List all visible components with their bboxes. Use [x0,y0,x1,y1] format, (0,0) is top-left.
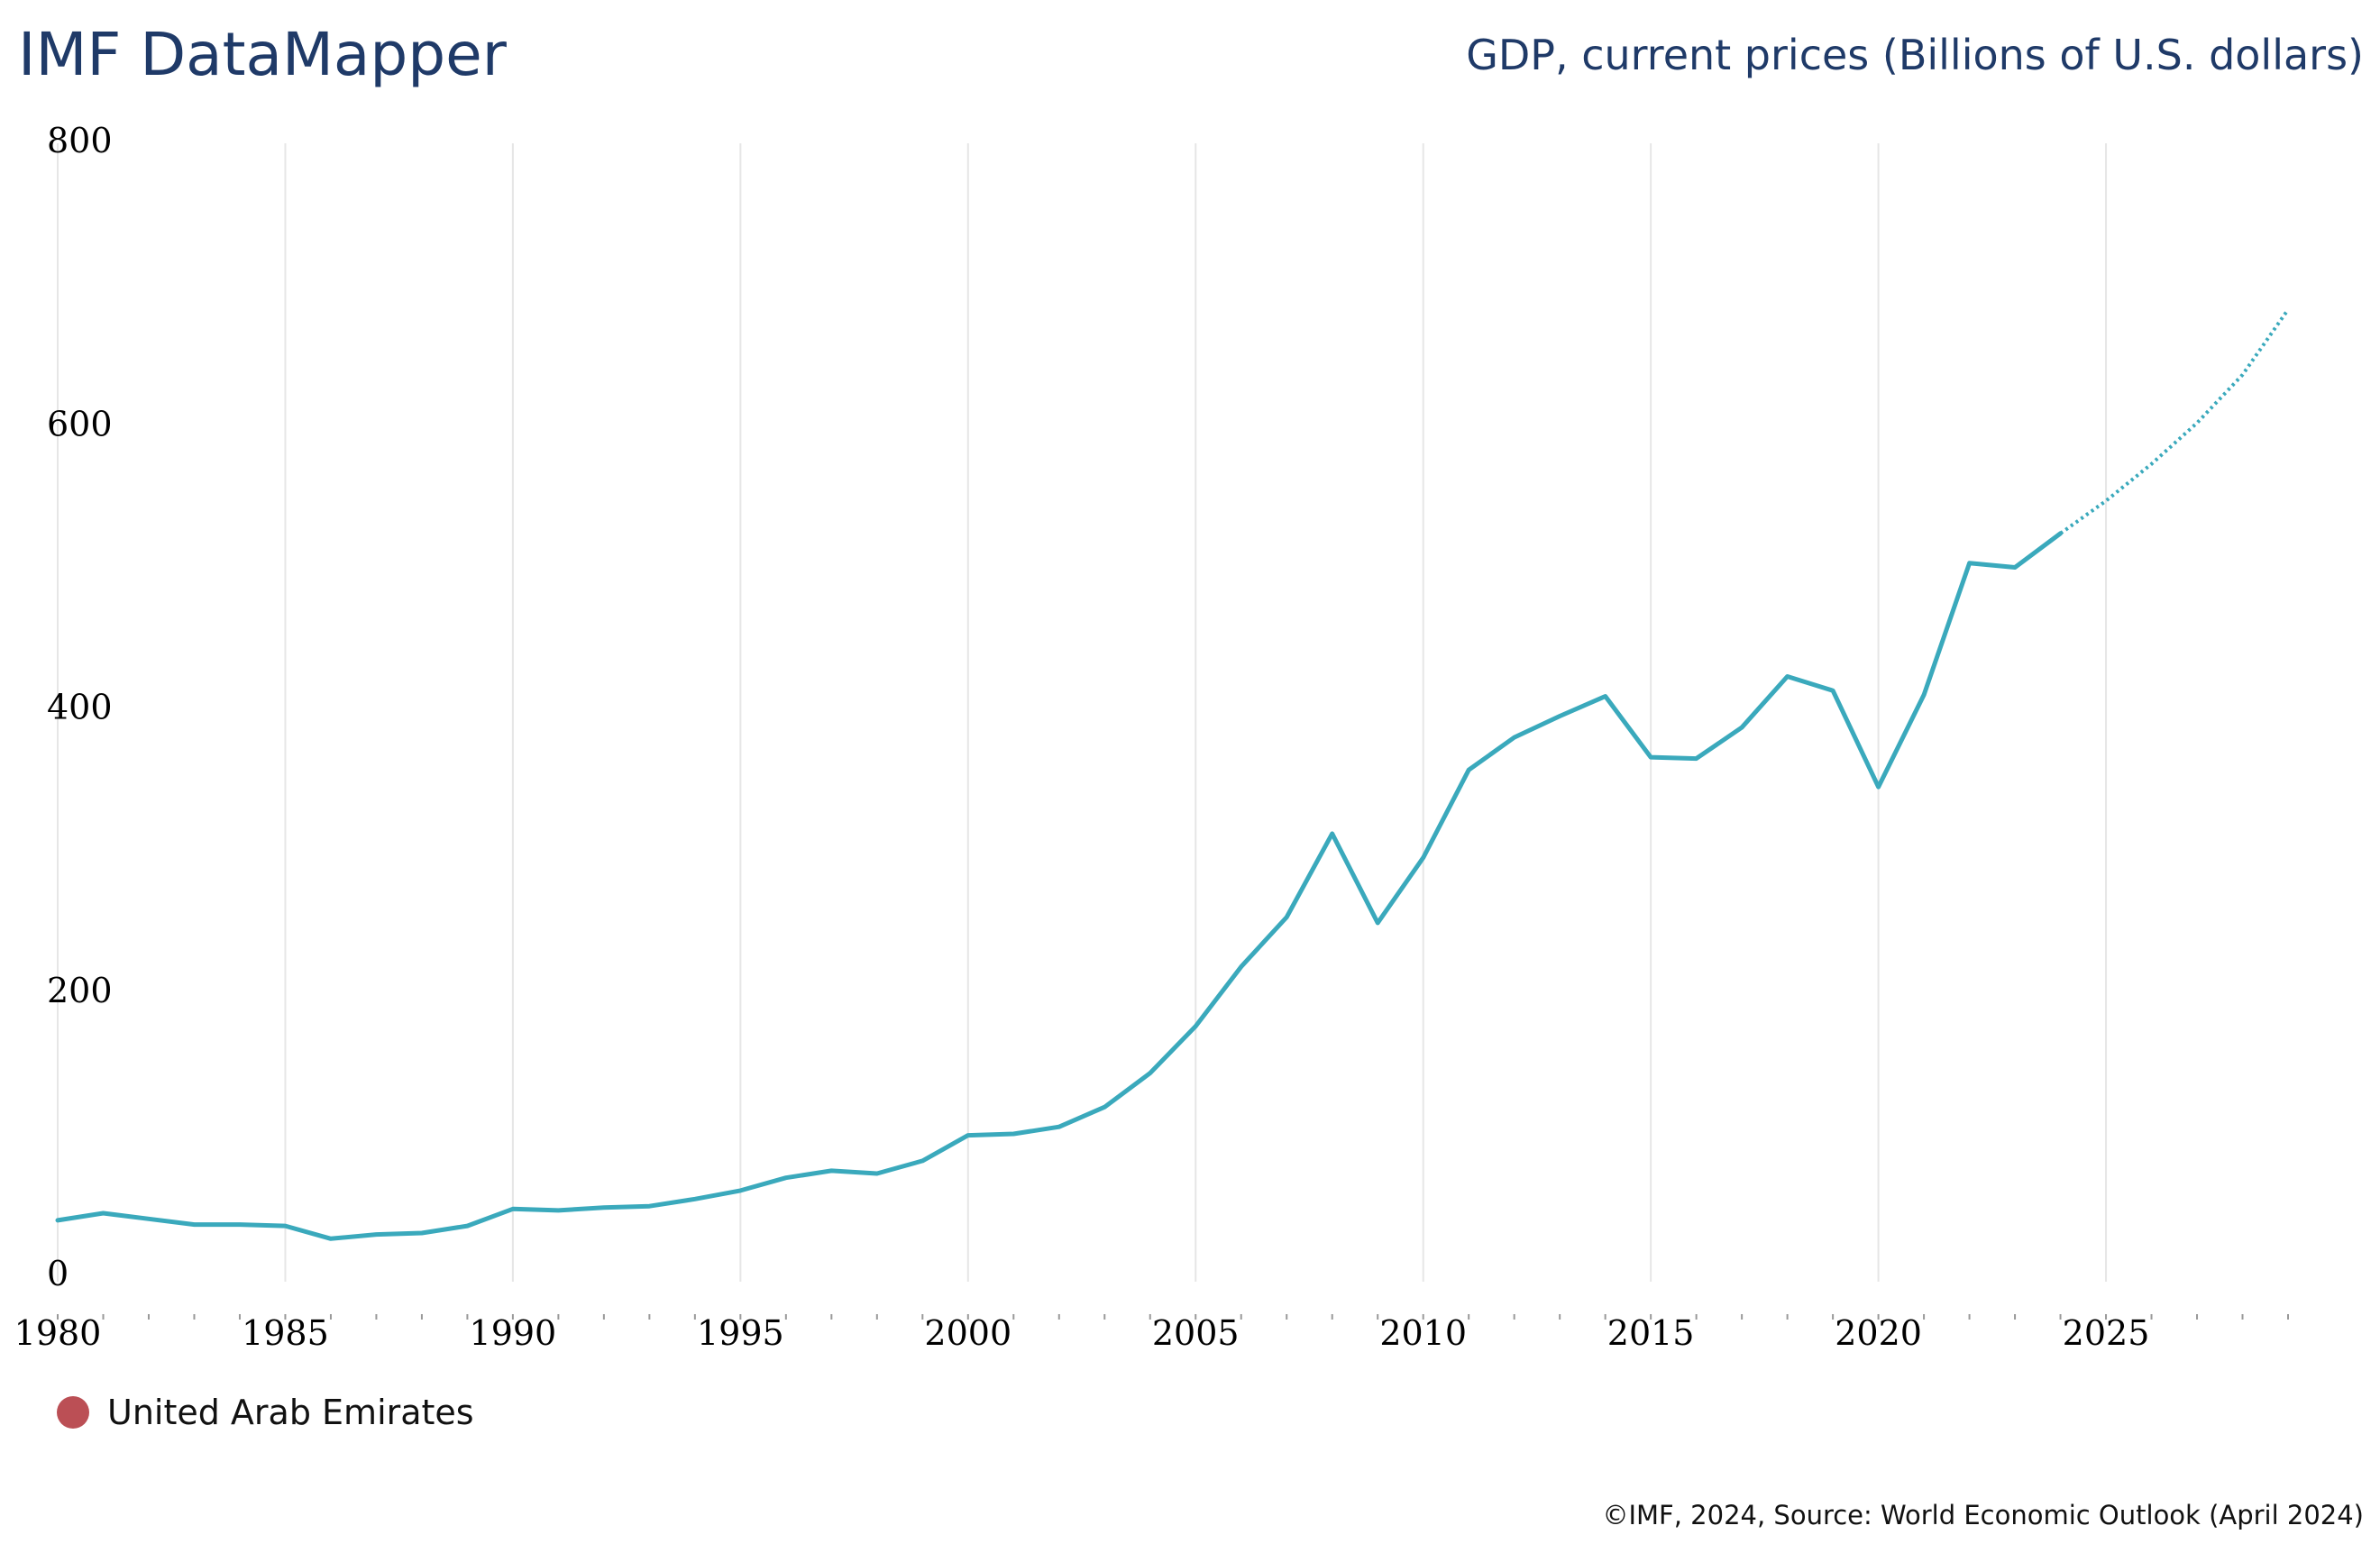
x-tick-label: 2015 [1607,1313,1695,1353]
x-tick-label: 2000 [924,1313,1012,1353]
source-note: ©IMF, 2024, Source: World Economic Outlo… [1602,1500,2364,1530]
y-tick-label: 400 [47,688,113,727]
grid-lines [57,143,2108,1282]
series-line-actual[interactable] [55,531,2064,1241]
x-tick-label: 2020 [1835,1313,1922,1353]
y-tick-label: 200 [47,971,113,1010]
y-tick-label: 800 [47,121,113,160]
x-tick-label: 1990 [470,1313,557,1353]
y-tick-label: 600 [47,404,113,443]
axes: 1980 1985 1990 1995 2000 2005 2010 2015 2020 2025… [14,121,2289,1353]
x-tick-label: 1995 [697,1313,784,1353]
x-tick-label: 2005 [1152,1313,1240,1353]
series-lines [55,308,2290,1241]
x-tick-label: 2025 [2063,1313,2150,1353]
chart-title: GDP, current prices (Billions of U.S. do… [1466,31,2364,79]
y-tick-label: 0 [47,1254,69,1293]
x-tick-label: 1985 [242,1313,329,1353]
x-tick-label: 2010 [1379,1313,1467,1353]
legend-swatch[interactable] [57,1396,89,1429]
legend-label[interactable]: United Arab Emirates [107,1393,474,1432]
x-tick-label: 1980 [14,1313,102,1353]
legend: United Arab Emirates [57,1389,474,1436]
page-title: IMF DataMapper [18,20,507,89]
series-line-forecast[interactable] [2059,308,2290,535]
